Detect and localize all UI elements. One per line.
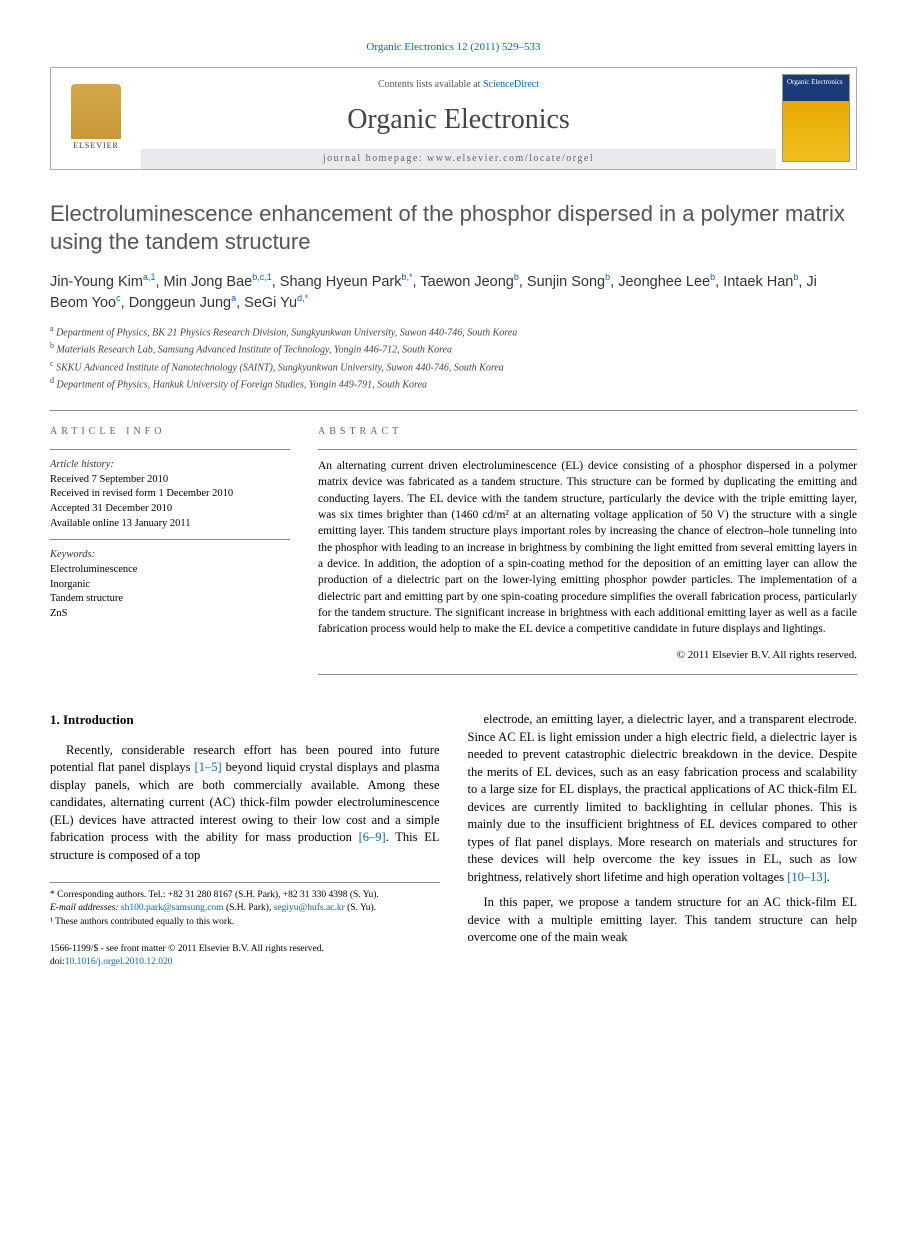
history-item: Accepted 31 December 2010 <box>50 502 290 517</box>
article-title: Electroluminescence enhancement of the p… <box>50 200 857 257</box>
affiliation: a Department of Physics, BK 21 Physics R… <box>50 323 857 340</box>
author-sup-link[interactable]: b <box>793 272 798 282</box>
front-matter-line: 1566-1199/$ - see front matter © 2011 El… <box>50 943 440 956</box>
publisher-logo-col: ELSEVIER <box>51 68 141 169</box>
history-item: Received 7 September 2010 <box>50 473 290 488</box>
page-container: Organic Electronics 12 (2011) 529–533 EL… <box>0 0 907 1010</box>
section-heading-intro: 1. Introduction <box>50 711 440 729</box>
keyword-item: Inorganic <box>50 578 290 593</box>
citation-link[interactable]: [6–9] <box>359 830 386 844</box>
keyword-item: Tandem structure <box>50 592 290 607</box>
journal-header-box: ELSEVIER Contents lists available at Sci… <box>50 67 857 170</box>
article-info-label: ARTICLE INFO <box>50 425 290 439</box>
equal-contribution-note: ¹ These authors contributed equally to t… <box>50 916 440 929</box>
article-history-block: Article history: Received 7 September 20… <box>50 458 290 531</box>
author: Shang Hyeun Parkb,* <box>280 274 413 290</box>
author-sup-link[interactable]: b,c,1 <box>252 272 272 282</box>
keyword-item: ZnS <box>50 607 290 622</box>
abstract-text: An alternating current driven electrolum… <box>318 458 857 638</box>
affiliation: c SKKU Advanced Institute of Nanotechnol… <box>50 358 857 375</box>
authors-list: Jin-Young Kima,1, Min Jong Baeb,c,1, Sha… <box>50 271 857 313</box>
intro-text-left: Recently, considerable research effort h… <box>50 743 440 862</box>
author-sup-link[interactable]: b <box>710 272 715 282</box>
intro-paragraph: electrode, an emitting layer, a dielectr… <box>468 711 858 886</box>
author-sup-link[interactable]: b <box>605 272 610 282</box>
divider <box>318 674 857 675</box>
article-info-col: ARTICLE INFO Article history: Received 7… <box>50 425 290 683</box>
divider <box>50 449 290 450</box>
footnotes-block: * Corresponding authors. Tel.: +82 31 28… <box>50 882 440 929</box>
journal-homepage: journal homepage: www.elsevier.com/locat… <box>141 149 776 169</box>
author-sup-link[interactable]: b <box>514 272 519 282</box>
body-columns: 1. Introduction Recently, considerable r… <box>50 711 857 969</box>
author: Intaek Hanb <box>723 274 798 290</box>
doi-link[interactable]: 10.1016/j.orgel.2010.12.020 <box>65 957 173 967</box>
divider <box>50 410 857 411</box>
history-item: Received in revised form 1 December 2010 <box>50 487 290 502</box>
author: Min Jong Baeb,c,1 <box>164 274 272 290</box>
abstract-col: ABSTRACT An alternating current driven e… <box>318 425 857 683</box>
elsevier-tree-icon <box>71 84 121 139</box>
journal-reference: Organic Electronics 12 (2011) 529–533 <box>50 40 857 55</box>
contents-available-line: Contents lists available at ScienceDirec… <box>153 78 764 92</box>
author: SeGi Yud,* <box>244 295 308 311</box>
citation-link[interactable]: [1–5] <box>195 760 222 774</box>
author: Sunjin Songb <box>527 274 610 290</box>
keywords-block: Keywords: Electroluminescence Inorganic … <box>50 548 290 621</box>
divider <box>50 539 290 540</box>
journal-name: Organic Electronics <box>153 101 764 139</box>
affiliation: b Materials Research Lab, Samsung Advanc… <box>50 340 857 357</box>
sciencedirect-link[interactable]: ScienceDirect <box>483 79 539 90</box>
author-sup-link[interactable]: d,* <box>297 293 308 303</box>
history-title: Article history: <box>50 458 290 473</box>
author-sup-link[interactable]: c <box>116 293 121 303</box>
email-link[interactable]: sh100.park@samsung.com <box>121 903 224 913</box>
corresponding-author-note: * Corresponding authors. Tel.: +82 31 28… <box>50 889 440 902</box>
keywords-title: Keywords: <box>50 548 290 563</box>
author-sup-link[interactable]: a,1 <box>143 272 156 282</box>
email-addresses: E-mail addresses: sh100.park@samsung.com… <box>50 902 440 915</box>
intro-text-right-1: electrode, an emitting layer, a dielectr… <box>468 712 858 884</box>
body-col-right: electrode, an emitting layer, a dielectr… <box>468 711 858 969</box>
keyword-item: Electroluminescence <box>50 563 290 578</box>
author: Donggeun Junga <box>129 295 236 311</box>
cover-thumb-col: Organic Electronics <box>776 68 856 169</box>
header-center: Contents lists available at ScienceDirec… <box>141 68 776 169</box>
author: Jeonghee Leeb <box>618 274 715 290</box>
abstract-copyright: © 2011 Elsevier B.V. All rights reserved… <box>318 648 857 663</box>
elsevier-label: ELSEVIER <box>73 141 119 152</box>
journal-cover-thumb[interactable]: Organic Electronics <box>782 74 850 162</box>
footer-copyright: 1566-1199/$ - see front matter © 2011 El… <box>50 943 440 970</box>
elsevier-logo[interactable]: ELSEVIER <box>61 78 131 158</box>
abstract-label: ABSTRACT <box>318 425 857 439</box>
affiliation: d Department of Physics, Hankuk Universi… <box>50 375 857 392</box>
author: Taewon Jeongb <box>420 274 519 290</box>
author-sup-link[interactable]: a <box>231 293 236 303</box>
author: Jin-Young Kima,1 <box>50 274 155 290</box>
journal-ref-link[interactable]: Organic Electronics 12 (2011) 529–533 <box>366 41 540 53</box>
cover-title-text: Organic Electronics <box>787 79 843 87</box>
intro-paragraph: In this paper, we propose a tandem struc… <box>468 894 858 947</box>
contents-text: Contents lists available at <box>378 79 483 90</box>
history-item: Available online 13 January 2011 <box>50 517 290 532</box>
intro-paragraph: Recently, considerable research effort h… <box>50 742 440 865</box>
info-abstract-row: ARTICLE INFO Article history: Received 7… <box>50 425 857 683</box>
body-col-left: 1. Introduction Recently, considerable r… <box>50 711 440 969</box>
divider <box>318 449 857 450</box>
email-link[interactable]: segiyu@hufs.ac.kr <box>274 903 345 913</box>
author-sup-link[interactable]: b,* <box>402 272 413 282</box>
citation-link[interactable]: [10–13] <box>787 870 827 884</box>
doi-line: doi:10.1016/j.orgel.2010.12.020 <box>50 956 440 969</box>
affiliations-list: a Department of Physics, BK 21 Physics R… <box>50 323 857 392</box>
